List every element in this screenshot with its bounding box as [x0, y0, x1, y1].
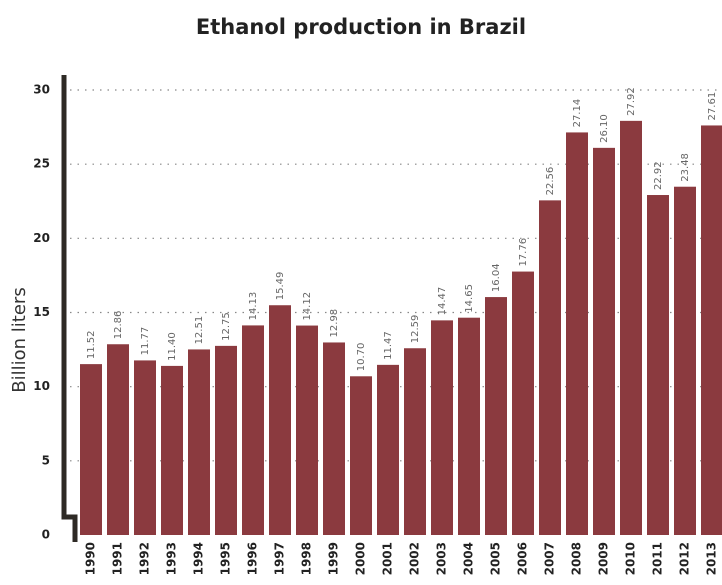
x-tick-label: 1999 [327, 542, 341, 575]
value-label: 16.04 [491, 263, 502, 292]
value-label: 12.59 [410, 315, 421, 344]
bar [566, 132, 588, 535]
bar [188, 349, 210, 535]
bar [107, 344, 129, 535]
value-label: 11.52 [86, 330, 97, 359]
bar [269, 305, 291, 535]
x-tick-label: 2000 [354, 542, 368, 575]
value-label: 12.98 [329, 309, 340, 338]
value-label: 14.13 [248, 292, 259, 321]
bar [485, 297, 507, 535]
value-label: 23.48 [680, 153, 691, 182]
x-tick-label: 2008 [570, 542, 584, 575]
value-label: 14.12 [302, 292, 313, 321]
bar [431, 320, 453, 535]
y-axis-label: Billion liters [9, 287, 30, 392]
value-label: 14.65 [464, 284, 475, 313]
value-label: 27.61 [707, 92, 718, 121]
bar [215, 345, 237, 535]
y-tick-label: 5 [42, 453, 50, 467]
bar [377, 364, 399, 535]
x-tick-label: 1995 [219, 542, 233, 575]
x-tick-label: 2009 [597, 542, 611, 575]
bar [593, 147, 615, 535]
x-tick-label: 1991 [111, 542, 125, 575]
x-tick-label: 2002 [408, 542, 422, 575]
value-label: 11.77 [140, 327, 151, 356]
x-tick-label: 1998 [300, 542, 314, 575]
value-label: 22.56 [545, 167, 556, 196]
x-tick-label: 2006 [516, 542, 530, 575]
x-tick-label: 2013 [705, 542, 719, 575]
axis-line [61, 75, 78, 542]
x-tick-label: 2012 [678, 542, 692, 575]
x-tick-label: 2003 [435, 542, 449, 575]
value-label: 22.92 [653, 161, 664, 190]
x-tick-label: 2004 [462, 542, 476, 575]
bar [323, 342, 345, 535]
value-label: 12.86 [113, 311, 124, 340]
value-label: 17.76 [518, 238, 529, 267]
value-label: 11.40 [167, 332, 178, 361]
bar [242, 325, 264, 535]
value-label: 12.51 [194, 316, 205, 345]
bar [350, 376, 372, 535]
x-tick-label: 2010 [624, 542, 638, 575]
bar [134, 360, 156, 535]
x-tick-label: 1997 [273, 542, 287, 575]
y-tick-label: 25 [33, 157, 50, 171]
value-label: 15.49 [275, 272, 286, 301]
x-tick-label: 2011 [651, 542, 665, 575]
y-tick-label: 10 [33, 379, 50, 393]
x-tick-label: 2001 [381, 542, 395, 575]
bar [512, 271, 534, 535]
y-tick-label: 15 [33, 305, 50, 319]
value-label: 27.92 [626, 87, 637, 116]
bar [296, 325, 318, 535]
bar [674, 186, 696, 536]
value-label: 10.70 [356, 343, 367, 372]
y-tick-label: 20 [33, 231, 50, 245]
bar [404, 348, 426, 535]
value-label: 14.47 [437, 287, 448, 316]
chart-title: Ethanol production in Brazil [196, 15, 526, 39]
value-label: 11.47 [383, 331, 394, 360]
x-tick-label: 1993 [165, 542, 179, 575]
x-tick-label: 2007 [543, 542, 557, 575]
y-tick-label: 0 [42, 528, 50, 542]
x-tick-label: 1992 [138, 542, 152, 575]
x-tick-label: 1996 [246, 542, 260, 575]
y-tick-label: 30 [33, 83, 50, 97]
x-tick-label: 1994 [192, 542, 206, 575]
value-label: 12.75 [221, 312, 232, 341]
bar [80, 364, 102, 535]
value-label: 27.14 [572, 99, 583, 128]
x-tick-label: 2005 [489, 542, 503, 575]
bar [620, 120, 642, 535]
bar [161, 365, 183, 535]
bar [458, 317, 480, 535]
x-tick-label: 1990 [84, 542, 98, 575]
bar [539, 200, 561, 536]
value-label: 26.10 [599, 114, 610, 143]
bar [647, 195, 669, 535]
bar [701, 125, 722, 536]
